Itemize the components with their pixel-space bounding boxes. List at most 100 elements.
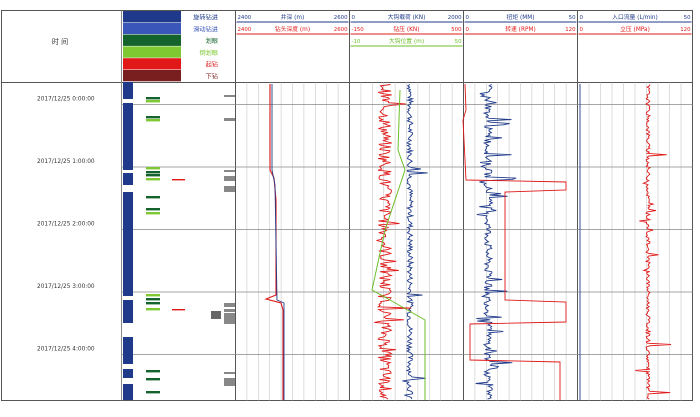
state-rotary	[123, 337, 133, 364]
curve-standpipe	[635, 84, 672, 400]
state-marker	[146, 298, 160, 301]
state-rotary	[123, 384, 133, 400]
legend-swatch	[123, 22, 181, 35]
legend-swatch	[123, 34, 181, 46]
time-label: 2017/12/25 4:00:00	[37, 347, 95, 353]
state-marker	[146, 302, 160, 305]
state-marker	[146, 116, 160, 119]
state-grey	[224, 170, 235, 172]
state-marker	[146, 208, 160, 211]
state-rotary	[123, 192, 133, 296]
state-rotary	[123, 369, 133, 378]
state-marker	[146, 378, 160, 381]
state-marker	[146, 294, 160, 297]
curve-max: 2000	[448, 15, 462, 21]
track-grid	[246, 82, 682, 401]
curve-hookload	[402, 84, 428, 400]
state-marker	[146, 100, 160, 103]
legend-label: 倒划眼	[199, 49, 218, 57]
curve-max: 120	[565, 27, 576, 33]
time-label: 2017/12/25 3:00:00	[37, 284, 95, 290]
curve-label: 立压 (MPa)	[620, 25, 650, 33]
curve-hole-depth	[271, 84, 285, 400]
curve-max: 50	[684, 15, 691, 21]
curve-max: 2600	[334, 27, 348, 33]
state-grey	[224, 176, 235, 181]
state-marker	[146, 167, 160, 170]
curve-block-position	[371, 89, 426, 400]
state-marker	[146, 212, 160, 215]
legend-swatch	[123, 46, 181, 58]
state-rotary	[123, 82, 133, 99]
state-grey	[224, 303, 235, 307]
hour-lines	[121, 104, 693, 355]
track-headers: 2400 2600 井深 (m) 2400 2600 钻头深度 (m) 0 2000 大钩载荷 …	[236, 13, 692, 47]
curve-label: 入口流量 (L/min)	[612, 13, 658, 21]
curve-label: 扭矩 (MM)	[507, 13, 535, 21]
curve-min: 0	[580, 27, 584, 33]
legend-swatch	[123, 58, 181, 70]
state-rotary	[123, 103, 133, 170]
state-grey	[224, 186, 235, 192]
state-marker	[146, 174, 160, 177]
curve-rpm	[462, 83, 567, 400]
curve-label: 钻头深度 (m)	[275, 25, 310, 33]
curve-label: 大钩载荷 (KN)	[388, 13, 426, 21]
state-grey	[224, 372, 235, 374]
curve-label: 大钩位置 (m)	[389, 37, 424, 45]
state-trip-out	[172, 179, 185, 181]
curve-min: -150	[352, 27, 365, 33]
state-marker	[146, 196, 160, 199]
curve-label: 钻压 (KN)	[393, 25, 419, 33]
activity-strips	[123, 82, 235, 400]
curve-min: 0	[466, 15, 470, 21]
state-grey	[224, 313, 235, 324]
state-marker	[146, 171, 160, 174]
curve-max: 50	[455, 39, 462, 45]
state-marker	[146, 308, 160, 311]
legend-swatch	[123, 11, 181, 23]
state-grey	[224, 118, 235, 121]
state-marker	[146, 178, 160, 181]
curve-min: 0	[466, 27, 470, 33]
state-marker	[146, 97, 160, 100]
curve-min: -10	[352, 39, 361, 45]
curve-min: 2400	[238, 15, 252, 21]
curve-max: 2600	[334, 15, 348, 21]
curve-max: 120	[680, 27, 691, 33]
legend-label: 下钻	[206, 73, 218, 81]
state-rotary	[123, 300, 133, 323]
state-block	[211, 311, 221, 319]
curve-label: 转速 (RPM)	[505, 25, 536, 33]
chart-frame	[1, 10, 693, 401]
state-marker	[146, 391, 160, 394]
legend-label: 划眼	[206, 37, 218, 45]
legend-label: 起钻	[206, 61, 218, 69]
state-grey	[224, 378, 235, 386]
curve-min: 2400	[238, 27, 252, 33]
time-label: 2017/12/25 0:00:00	[37, 97, 95, 103]
time-label: 2017/12/25 2:00:00	[37, 222, 95, 228]
time-labels: 2017/12/25 0:00:00 2017/12/25 1:00:00 2017…	[37, 97, 95, 353]
legend-swatch	[123, 70, 181, 82]
curves	[264, 83, 672, 400]
state-marker	[146, 370, 160, 373]
curve-max: 500	[451, 27, 462, 33]
legend-label: 滑动钻进	[193, 25, 218, 33]
state-marker	[146, 119, 160, 122]
state-trip-out	[172, 309, 185, 311]
state-rotary	[123, 173, 133, 185]
time-header: 时 间	[52, 37, 68, 46]
curve-bit-depth	[264, 84, 284, 400]
state-grey	[224, 95, 235, 97]
legend-label: 旋转钻进	[193, 14, 218, 22]
curve-max: 50	[569, 15, 576, 21]
curve-wob	[374, 84, 412, 400]
curve-min: 0	[580, 15, 584, 21]
curve-min: 0	[352, 15, 356, 21]
time-label: 2017/12/25 1:00:00	[37, 159, 95, 165]
state-grey	[224, 309, 235, 312]
curve-label: 井深 (m)	[281, 13, 305, 21]
